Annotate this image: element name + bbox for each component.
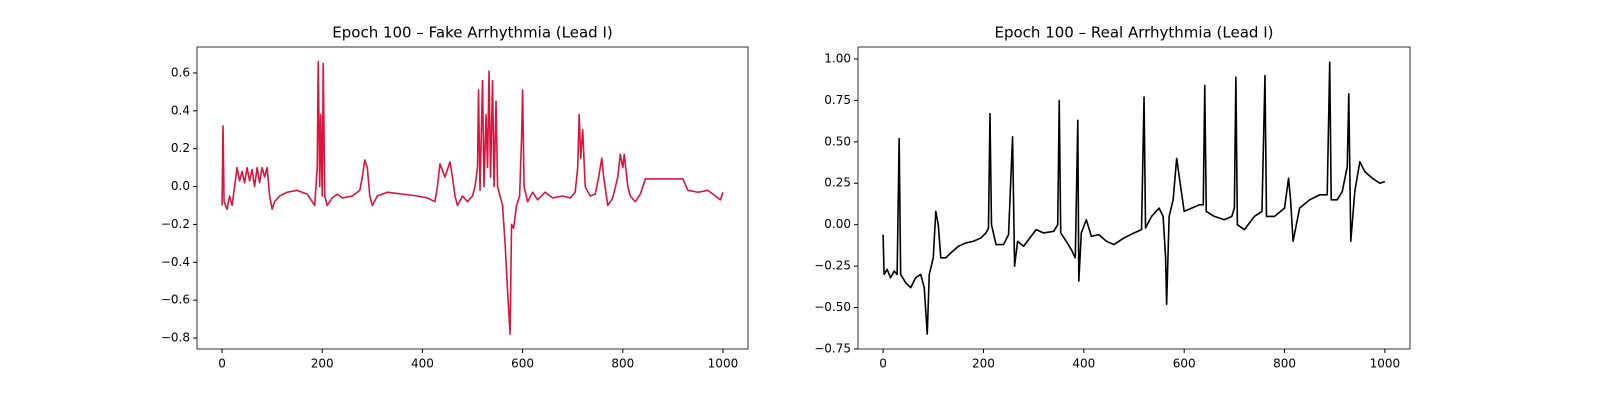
x-tick-label: 200 [972, 357, 995, 371]
y-tick-label: −0.2 [161, 217, 190, 231]
y-tick-label: 0.50 [824, 134, 851, 148]
y-tick-label: −0.8 [161, 331, 190, 345]
x-tick-label: 1000 [708, 357, 739, 371]
x-tick-label: 1000 [1370, 357, 1401, 371]
y-tick-label: 0.6 [171, 65, 190, 79]
x-tick-label: 800 [1273, 357, 1296, 371]
y-tick-label: 0.4 [171, 103, 190, 117]
y-tick-label: 1.00 [824, 51, 851, 65]
x-tick-label: 0 [218, 357, 226, 371]
y-tick-label: 0.2 [171, 141, 190, 155]
y-tick-label: −0.50 [814, 300, 851, 314]
y-tick-label: −0.6 [161, 293, 190, 307]
x-tick-label: 200 [311, 357, 334, 371]
axes-frame [196, 46, 749, 350]
line [882, 61, 1386, 335]
line [221, 60, 724, 336]
x-tick-label: 800 [611, 357, 634, 371]
y-tick-label: 0.0 [171, 179, 190, 193]
x-tick-label: 400 [411, 357, 434, 371]
x-tick-label: 0 [879, 357, 887, 371]
x-tick-label: 600 [1173, 357, 1196, 371]
y-tick-label: 0.25 [824, 176, 851, 190]
y-tick-label: 0.75 [824, 93, 851, 107]
y-tick-label: −0.75 [814, 342, 851, 356]
y-tick-label: −0.25 [814, 259, 851, 273]
x-tick-label: 600 [511, 357, 534, 371]
axes-frame [857, 46, 1411, 350]
y-tick-label: 0.00 [824, 217, 851, 231]
chart-title: Epoch 100 – Fake Arrhythmia (Lead I) [332, 24, 612, 42]
x-tick-label: 400 [1072, 357, 1095, 371]
y-tick-label: −0.4 [161, 255, 190, 269]
chart-title: Epoch 100 – Real Arrhythmia (Lead I) [995, 24, 1274, 42]
